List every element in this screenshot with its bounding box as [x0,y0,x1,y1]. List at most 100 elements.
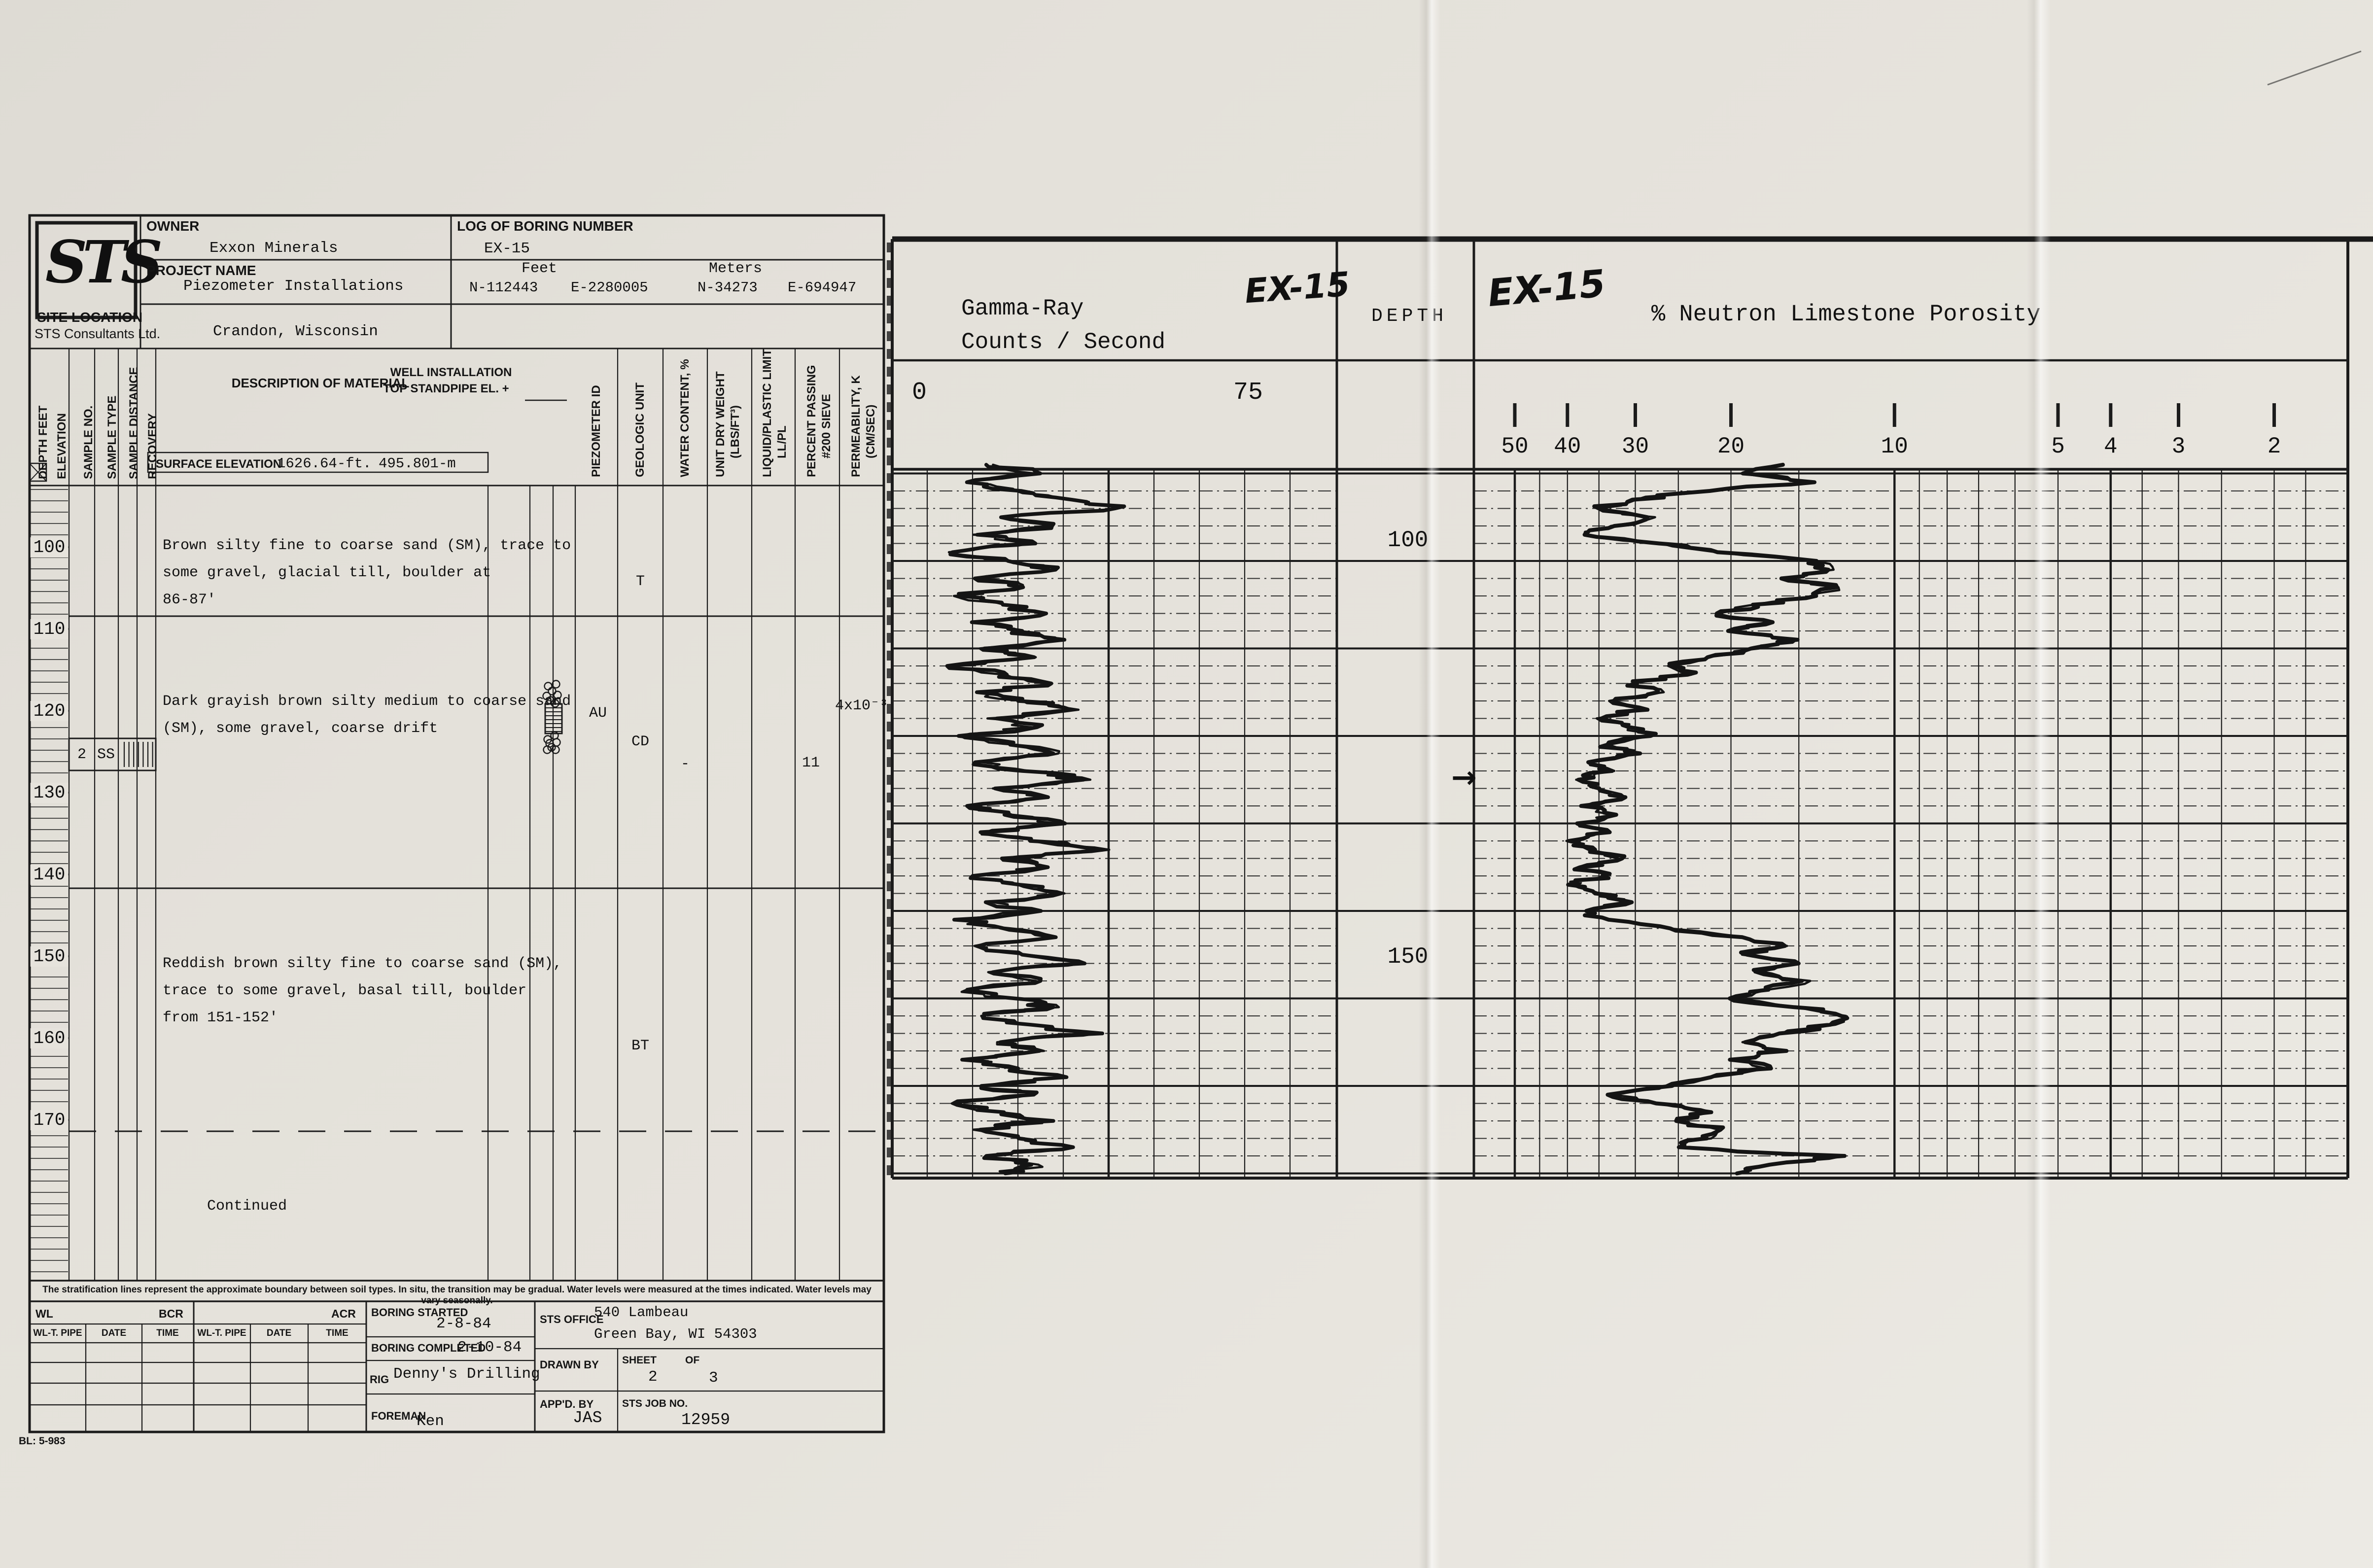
sts-logo-caption: STS Consultants Ltd. [35,326,161,341]
sheet-label: SHEET [622,1355,657,1366]
chart-depth-label-100: 100 [1387,527,1429,553]
project-name-label: PROJECT NAME [146,263,256,278]
sts-office-label: STS OFFICE [540,1313,604,1325]
sample-type: SS [97,746,115,763]
gamma-scale-max-label: 75 [1233,379,1263,407]
layer-4-description-line-1: Continued [207,1198,287,1215]
boring-started-label: BORING STARTED [371,1306,468,1319]
water-table-header-4: DATE [266,1328,292,1338]
neutron-scale-label-5: 5 [2051,434,2065,459]
form-depth-label-170: 170 [30,1110,69,1130]
owner-label: OWNER [146,218,200,234]
site-location-label: SITE LOCATION [37,310,143,325]
layer-3-description-line-1: Reddish brown silty fine to coarse sand … [163,955,562,972]
gamma-scale-min-label: 0 [912,379,927,407]
layer-2-percent-passing: 11 [802,755,820,771]
sts-office-address-line2: Green Bay, WI 54303 [594,1326,757,1342]
column-header-right-4-line-1: LL/PL [775,425,789,458]
sts-office-address-line1: 540 Lambeau [594,1304,689,1321]
neutron-scale-label-3: 3 [2171,434,2186,459]
bcr-label: BCR [159,1307,183,1320]
well-installation-label: WELL INSTALLATION [390,366,512,379]
boring-completed-value: 2-10-84 [457,1339,522,1356]
column-header-right-1-line-0: GEOLOGIC UNIT [633,383,647,477]
owner-value: Exxon Minerals [209,240,338,257]
form-depth-label-130: 130 [30,783,69,803]
boring-completed-label: BORING COMPLETED [371,1342,486,1354]
column-header-recovery: RECOVERY [146,413,159,479]
rig-label: RIG [370,1373,389,1386]
neutron-scale-label-20: 20 [1717,434,1745,459]
layer-1-description-line-3: 86-87' [163,592,216,608]
boring-started-value: 2-8-84 [436,1315,491,1332]
column-header-depth-feet: DEPTH FEET [36,405,50,479]
form-code: BL: 5-983 [19,1435,66,1447]
column-header-right-4-line-0: LIQUID/PLASTIC LIMIT [761,349,774,477]
form-depth-label-150: 150 [30,946,69,967]
top-standpipe-label: TOP STANDPIPE EL. + [383,382,509,395]
of-label: OF [685,1355,700,1366]
surface-elevation-feet: 1626.64-ft. [277,455,372,472]
column-header-right-2-line-0: WATER CONTENT, % [678,359,692,477]
log-of-boring-label: LOG OF BORING NUMBER [457,218,633,234]
approved-by-value: JAS [573,1409,602,1427]
neutron-scale-label-2: 2 [2267,434,2281,459]
gamma-chart-title-line1: Gamma-Ray [961,296,1084,321]
sts-logo: STS [45,228,163,296]
stratification-disclaimer: The stratification lines represent the a… [42,1285,872,1306]
column-header-sample-type: SAMPLE TYPE [105,395,119,479]
project-name-value: Piezometer Installations [183,278,404,295]
column-header-right-5-line-0: PERCENT PASSING [805,365,818,477]
sheet-value: 2 [648,1368,658,1386]
of-total-value: 3 [709,1369,718,1387]
column-header-right-3-line-1: (LBS/FT³) [729,405,742,458]
layer-1-description-line-2: some gravel, glacial till, boulder at [163,564,491,581]
sample-number: 2 [77,746,87,763]
form-depth-label-120: 120 [30,701,69,721]
feet-northing: N-112443 [469,279,538,296]
depth-annotation-arrow: → [1451,759,1477,795]
acr-label: ACR [331,1307,356,1320]
water-table-header-5: TIME [326,1328,349,1338]
feet-easting: E-2280005 [571,279,648,296]
sts-job-no-value: 12959 [681,1411,731,1429]
feet-label: Feet [522,260,558,277]
water-table-header-2: TIME [156,1328,179,1338]
layer-2-geologic-unit: CD [631,733,650,750]
neutron-scale-label-10: 10 [1881,434,1908,459]
layer-2-piezometer-id: AU [589,705,607,722]
layer-2-description-line-2: (SM), some gravel, coarse drift [163,720,438,737]
water-table-header-3: WL-T. PIPE [197,1328,246,1338]
foreman-value: Ken [417,1413,444,1430]
drawn-by-label: DRAWN BY [540,1359,599,1371]
column-header-elevation: ELEVATION [55,413,69,479]
form-depth-label-160: 160 [30,1028,69,1048]
meters-easting: E-694947 [788,279,857,296]
column-header-right-5-line-1: #200 SIEVE [820,394,833,458]
foreman-label: FOREMAN [371,1410,426,1422]
gamma-chart-title-line2: Counts / Second [961,329,1166,355]
site-location-value: Crandon, Wisconsin [213,323,378,340]
layer-2-water-content: - [680,756,690,772]
column-header-right-6-line-0: PERMEABILITY, K [849,375,863,477]
layer-2-description-line-1: Dark grayish brown silty medium to coars… [163,693,571,710]
wl-label: WL [35,1307,53,1320]
surface-elevation-label: SURFACE ELEVATION [156,457,282,471]
chart-depth-label-150: 150 [1387,944,1429,970]
water-table-header-1: DATE [101,1328,127,1338]
neutron-scale-label-4: 4 [2103,434,2118,459]
layer-3-description-line-3: from 151-152' [163,1010,279,1026]
neutron-scale-label-50: 50 [1501,434,1529,459]
form-depth-label-110: 110 [30,619,69,639]
form-depth-label-100: 100 [30,537,69,558]
sts-job-no-label: STS JOB NO. [622,1398,688,1409]
column-header-sample-distance: SAMPLE DISTANCE [127,367,140,479]
column-header-right-0-line-0: PIEZOMETER ID [590,385,603,477]
surface-elevation-meters: 495.801-m [379,455,456,472]
rig-value: Denny's Drilling [393,1365,540,1383]
layer-1-geologic-unit: T [635,573,645,590]
layer-1-description-line-1: Brown silty fine to coarse sand (SM), tr… [163,537,571,554]
form-depth-label-140: 140 [30,865,69,885]
